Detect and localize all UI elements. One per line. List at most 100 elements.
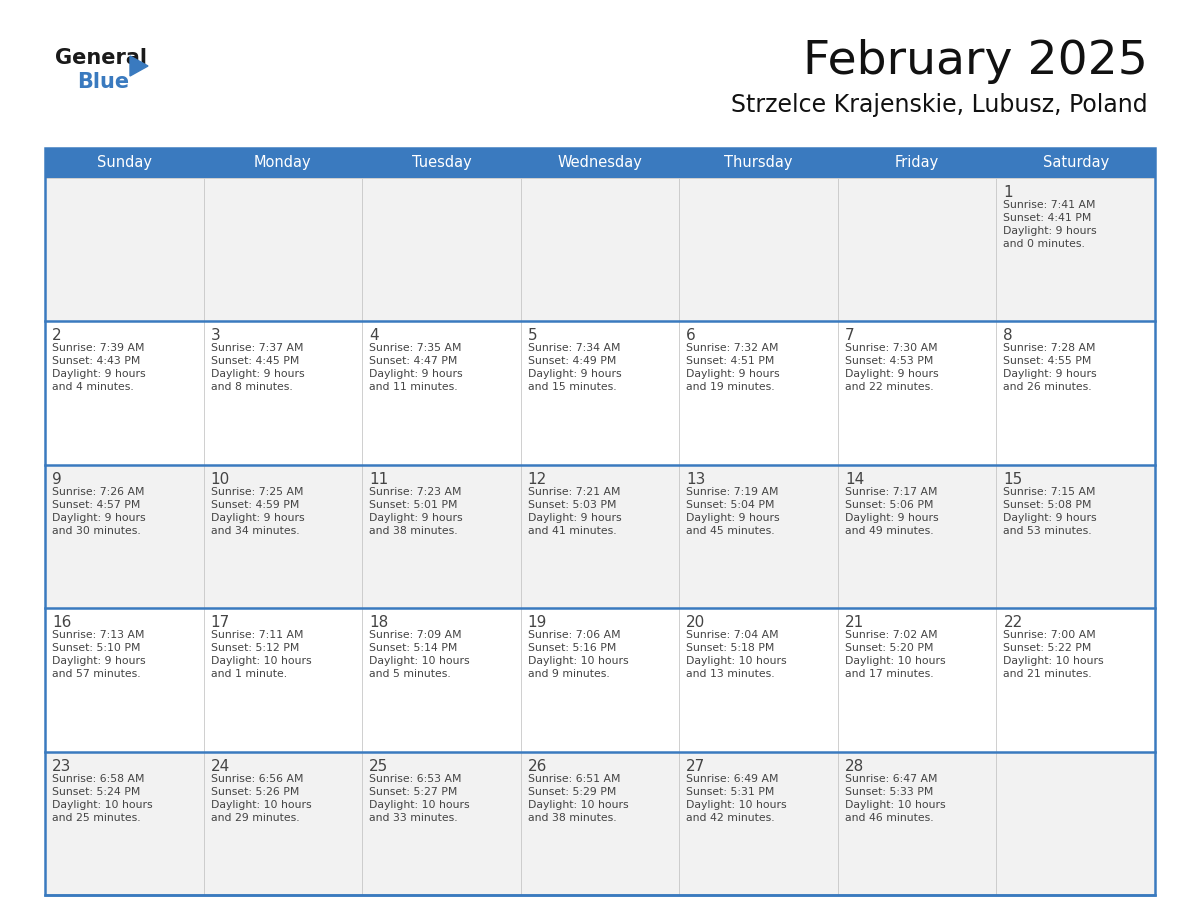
Text: and 33 minutes.: and 33 minutes. xyxy=(369,812,457,823)
Text: 9: 9 xyxy=(52,472,62,487)
Text: Strzelce Krajenskie, Lubusz, Poland: Strzelce Krajenskie, Lubusz, Poland xyxy=(732,93,1148,117)
Text: Sunrise: 6:53 AM: Sunrise: 6:53 AM xyxy=(369,774,462,784)
Text: Sunset: 5:08 PM: Sunset: 5:08 PM xyxy=(1004,499,1092,509)
Text: and 26 minutes.: and 26 minutes. xyxy=(1004,383,1092,392)
Text: Sunset: 5:10 PM: Sunset: 5:10 PM xyxy=(52,644,140,654)
Text: 23: 23 xyxy=(52,758,71,774)
Text: Sunset: 5:04 PM: Sunset: 5:04 PM xyxy=(687,499,775,509)
Text: Sunset: 5:26 PM: Sunset: 5:26 PM xyxy=(210,787,299,797)
Text: 5: 5 xyxy=(527,329,537,343)
Text: Sunrise: 7:25 AM: Sunrise: 7:25 AM xyxy=(210,487,303,497)
Text: 15: 15 xyxy=(1004,472,1023,487)
Text: Wednesday: Wednesday xyxy=(557,155,643,171)
Text: Daylight: 9 hours: Daylight: 9 hours xyxy=(1004,369,1097,379)
Text: Daylight: 9 hours: Daylight: 9 hours xyxy=(210,513,304,522)
Text: 13: 13 xyxy=(687,472,706,487)
Text: Sunrise: 7:41 AM: Sunrise: 7:41 AM xyxy=(1004,200,1095,210)
Text: and 41 minutes.: and 41 minutes. xyxy=(527,526,617,536)
Text: Sunrise: 7:28 AM: Sunrise: 7:28 AM xyxy=(1004,343,1095,353)
Text: Sunset: 5:16 PM: Sunset: 5:16 PM xyxy=(527,644,617,654)
Text: 19: 19 xyxy=(527,615,548,630)
Text: 21: 21 xyxy=(845,615,864,630)
Bar xyxy=(520,465,680,609)
Text: Daylight: 9 hours: Daylight: 9 hours xyxy=(369,513,463,522)
Text: Sunset: 4:53 PM: Sunset: 4:53 PM xyxy=(845,356,934,366)
Bar xyxy=(997,609,1155,752)
Text: Sunrise: 6:56 AM: Sunrise: 6:56 AM xyxy=(210,774,303,784)
Text: Daylight: 10 hours: Daylight: 10 hours xyxy=(527,800,628,810)
Text: Sunrise: 6:47 AM: Sunrise: 6:47 AM xyxy=(845,774,937,784)
Text: Sunrise: 6:58 AM: Sunrise: 6:58 AM xyxy=(52,774,145,784)
Bar xyxy=(680,609,838,752)
Bar xyxy=(45,609,203,752)
Text: Tuesday: Tuesday xyxy=(411,155,472,171)
Text: Sunset: 5:18 PM: Sunset: 5:18 PM xyxy=(687,644,775,654)
Text: Daylight: 10 hours: Daylight: 10 hours xyxy=(845,656,946,666)
Text: Sunrise: 7:04 AM: Sunrise: 7:04 AM xyxy=(687,630,779,640)
Text: 3: 3 xyxy=(210,329,220,343)
Text: Daylight: 9 hours: Daylight: 9 hours xyxy=(1004,226,1097,236)
Text: and 0 minutes.: and 0 minutes. xyxy=(1004,239,1086,249)
Bar xyxy=(680,178,838,321)
Bar xyxy=(45,752,203,895)
Text: Sunrise: 7:17 AM: Sunrise: 7:17 AM xyxy=(845,487,937,497)
Text: and 17 minutes.: and 17 minutes. xyxy=(845,669,934,679)
Text: Sunset: 4:47 PM: Sunset: 4:47 PM xyxy=(369,356,457,366)
Text: Sunrise: 7:21 AM: Sunrise: 7:21 AM xyxy=(527,487,620,497)
Text: Daylight: 10 hours: Daylight: 10 hours xyxy=(527,656,628,666)
Bar xyxy=(997,178,1155,321)
Text: Daylight: 9 hours: Daylight: 9 hours xyxy=(527,513,621,522)
Bar xyxy=(45,148,1155,895)
Bar xyxy=(680,321,838,465)
Text: Daylight: 9 hours: Daylight: 9 hours xyxy=(845,369,939,379)
Bar xyxy=(838,178,997,321)
Text: and 13 minutes.: and 13 minutes. xyxy=(687,669,775,679)
Text: February 2025: February 2025 xyxy=(803,39,1148,84)
Text: Sunset: 4:51 PM: Sunset: 4:51 PM xyxy=(687,356,775,366)
Text: and 8 minutes.: and 8 minutes. xyxy=(210,383,292,392)
Text: Sunset: 4:43 PM: Sunset: 4:43 PM xyxy=(52,356,140,366)
Bar xyxy=(838,148,997,178)
Bar xyxy=(520,609,680,752)
Text: 22: 22 xyxy=(1004,615,1023,630)
Text: Sunset: 4:49 PM: Sunset: 4:49 PM xyxy=(527,356,617,366)
Text: Daylight: 10 hours: Daylight: 10 hours xyxy=(687,800,786,810)
Text: and 34 minutes.: and 34 minutes. xyxy=(210,526,299,536)
Text: Sunrise: 6:49 AM: Sunrise: 6:49 AM xyxy=(687,774,779,784)
Text: 10: 10 xyxy=(210,472,229,487)
Bar xyxy=(997,465,1155,609)
Text: Sunrise: 7:37 AM: Sunrise: 7:37 AM xyxy=(210,343,303,353)
Text: and 57 minutes.: and 57 minutes. xyxy=(52,669,140,679)
Bar xyxy=(838,321,997,465)
Bar xyxy=(203,148,362,178)
Text: and 46 minutes.: and 46 minutes. xyxy=(845,812,934,823)
Text: 2: 2 xyxy=(52,329,62,343)
Bar xyxy=(680,752,838,895)
Text: 6: 6 xyxy=(687,329,696,343)
Text: Sunrise: 7:15 AM: Sunrise: 7:15 AM xyxy=(1004,487,1095,497)
Text: and 45 minutes.: and 45 minutes. xyxy=(687,526,775,536)
Text: and 15 minutes.: and 15 minutes. xyxy=(527,383,617,392)
Text: Sunday: Sunday xyxy=(96,155,152,171)
Text: 17: 17 xyxy=(210,615,229,630)
Text: 1: 1 xyxy=(1004,185,1013,200)
Text: and 11 minutes.: and 11 minutes. xyxy=(369,383,457,392)
Text: Sunrise: 7:00 AM: Sunrise: 7:00 AM xyxy=(1004,630,1097,640)
Text: and 4 minutes.: and 4 minutes. xyxy=(52,383,134,392)
Bar xyxy=(838,465,997,609)
Polygon shape xyxy=(129,56,148,76)
Bar xyxy=(680,148,838,178)
Text: 7: 7 xyxy=(845,329,854,343)
Bar xyxy=(362,609,520,752)
Text: Daylight: 9 hours: Daylight: 9 hours xyxy=(369,369,463,379)
Bar xyxy=(45,321,203,465)
Text: Sunrise: 7:30 AM: Sunrise: 7:30 AM xyxy=(845,343,937,353)
Bar xyxy=(203,609,362,752)
Text: Daylight: 9 hours: Daylight: 9 hours xyxy=(210,369,304,379)
Text: Sunset: 4:55 PM: Sunset: 4:55 PM xyxy=(1004,356,1092,366)
Text: Sunrise: 7:26 AM: Sunrise: 7:26 AM xyxy=(52,487,145,497)
Text: Sunset: 5:01 PM: Sunset: 5:01 PM xyxy=(369,499,457,509)
Text: 4: 4 xyxy=(369,329,379,343)
Text: 24: 24 xyxy=(210,758,229,774)
Bar xyxy=(997,148,1155,178)
